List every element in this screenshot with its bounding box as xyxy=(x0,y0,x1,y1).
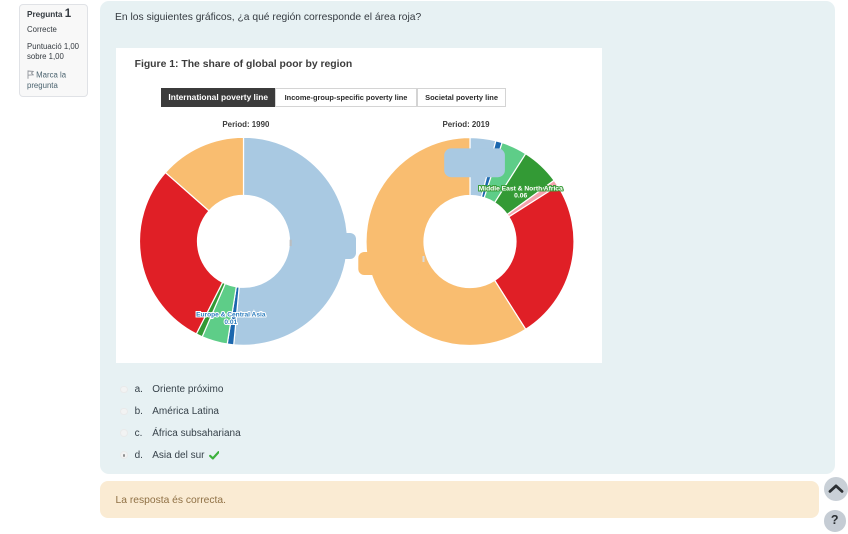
svg-text:Europe & Central Asia: Europe & Central Asia xyxy=(196,312,266,319)
svg-text:Middle East & North Africa: Middle East & North Africa xyxy=(479,186,563,193)
svg-text:0.01: 0.01 xyxy=(224,319,237,326)
svg-text:0.06: 0.06 xyxy=(514,193,527,200)
